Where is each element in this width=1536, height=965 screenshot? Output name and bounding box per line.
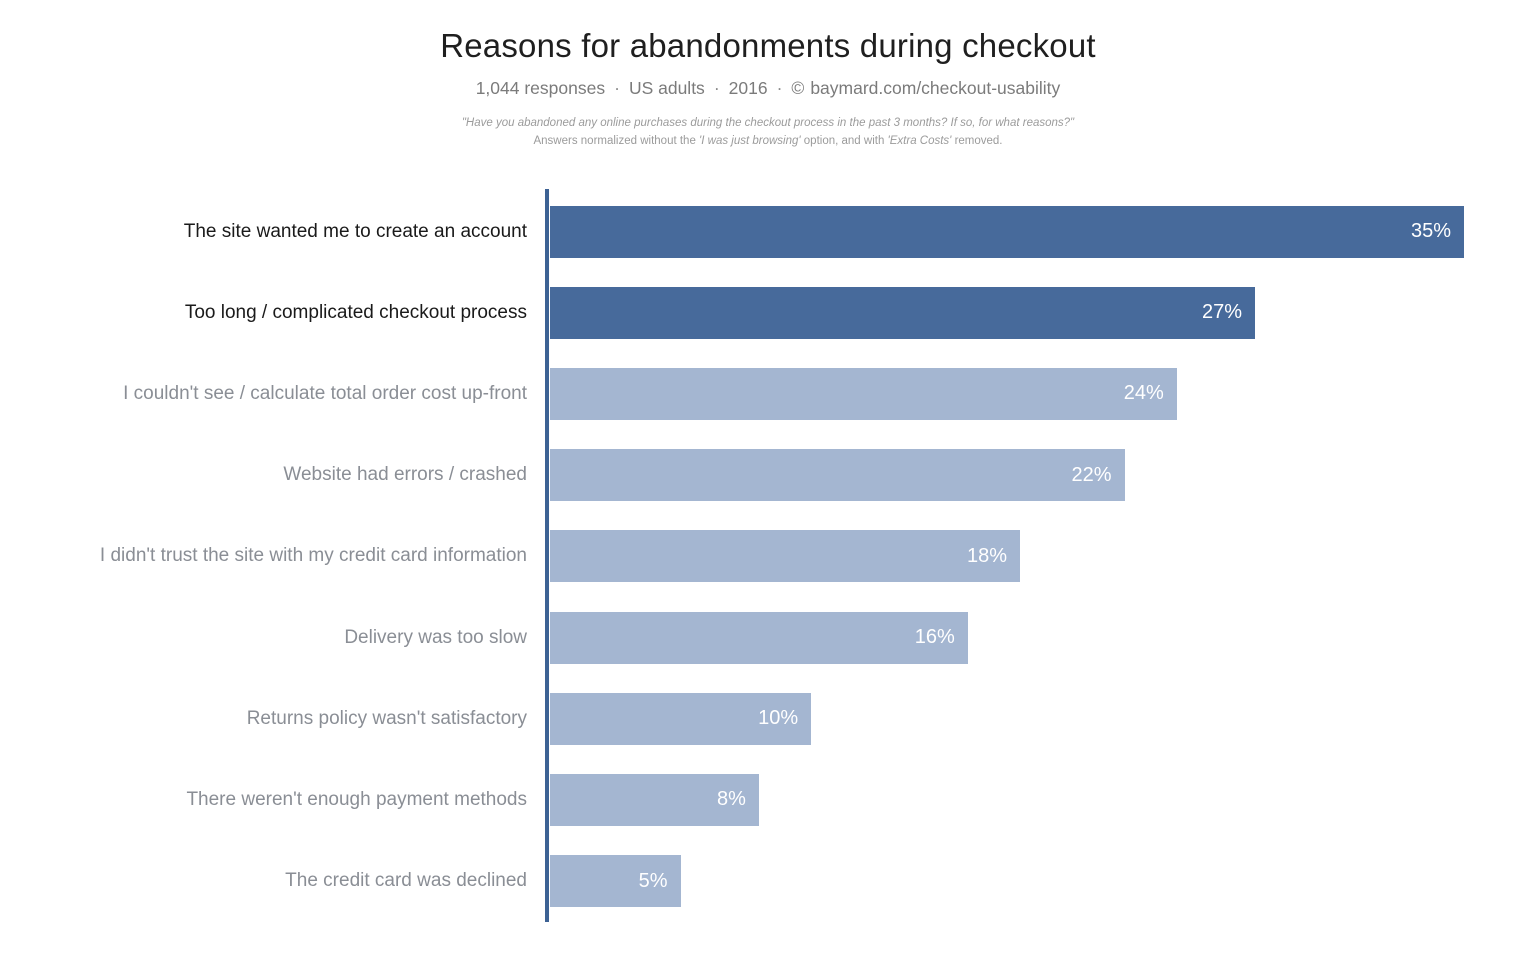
bar-row: The site wanted me to create an account … xyxy=(0,191,1464,272)
value-label: 5% xyxy=(638,869,668,892)
footnote-text: removed. xyxy=(951,135,1003,147)
category-label: I didn't trust the site with my credit c… xyxy=(99,545,527,567)
footnote-text: option, and with xyxy=(800,135,888,147)
bar-row: Website had errors / crashed 22% xyxy=(0,435,1464,516)
bar-track: 22% xyxy=(550,449,1464,502)
value-label: 10% xyxy=(758,707,799,730)
bar: 35% xyxy=(550,205,1464,258)
chart-subtitle: 1,044 responses · US adults · 2016 · © baymard.… xyxy=(0,78,1536,99)
bar: 10% xyxy=(550,692,812,745)
audience: US adults xyxy=(628,78,705,98)
footnote-italic-phrase: 'I was just browsing' xyxy=(699,135,801,147)
bar: 5% xyxy=(550,855,681,908)
bar-track: 27% xyxy=(550,286,1464,339)
bar-track: 10% xyxy=(550,692,1464,745)
footnote-text: Answers normalized without the xyxy=(533,135,700,147)
category-label: There weren't enough payment methods xyxy=(186,788,527,810)
chart-title: Reasons for abandonments during checkout xyxy=(440,27,1096,64)
bar-row: Too long / complicated checkout process … xyxy=(0,272,1464,353)
bar: 24% xyxy=(550,367,1177,420)
footnote-normalization: Answers normalized without the 'I was ju… xyxy=(0,132,1536,150)
value-label: 16% xyxy=(914,626,955,649)
value-label: 8% xyxy=(717,788,746,811)
bar-row: Delivery was too slow 16% xyxy=(0,597,1464,678)
value-label: 35% xyxy=(1410,220,1451,243)
bar-track: 5% xyxy=(550,855,1464,908)
source-text: baymard.com/checkout-usability xyxy=(810,78,1061,98)
footnote-question: "Have you abandoned any online purchases… xyxy=(461,117,1075,129)
bar: 16% xyxy=(550,611,968,664)
category-label: The credit card was declined xyxy=(285,870,527,892)
category-label: The site wanted me to create an account xyxy=(183,220,527,242)
bar-row: The credit card was declined 5% xyxy=(0,841,1464,922)
year: 2016 xyxy=(728,78,768,98)
bar: 27% xyxy=(550,286,1256,339)
bar-track: 8% xyxy=(550,773,1464,826)
bar-row: I didn't trust the site with my credit c… xyxy=(0,516,1464,597)
value-label: 27% xyxy=(1202,301,1243,324)
responses-count: 1,044 responses xyxy=(475,78,606,98)
category-label: Returns policy wasn't satisfactory xyxy=(246,707,527,729)
value-label: 24% xyxy=(1123,382,1164,405)
bar-track: 24% xyxy=(550,367,1464,420)
bar-row: I couldn't see / calculate total order c… xyxy=(0,353,1464,434)
chart-header: Reasons for abandonments during checkout… xyxy=(0,0,1536,150)
bar-track: 35% xyxy=(550,205,1464,258)
bar-row: There weren't enough payment methods 8% xyxy=(0,759,1464,840)
chart-footnote: "Have you abandoned any online purchases… xyxy=(0,114,1536,150)
value-label: 22% xyxy=(1071,463,1112,486)
dot-separator: · xyxy=(776,78,783,98)
bar: 8% xyxy=(550,773,759,826)
category-label: Website had errors / crashed xyxy=(283,464,527,486)
dot-separator: · xyxy=(614,78,620,98)
y-axis-line xyxy=(545,189,549,922)
bar-chart: The site wanted me to create an account … xyxy=(0,189,1464,922)
dot-separator: · xyxy=(713,78,720,98)
category-label: Delivery was too slow xyxy=(344,626,527,648)
value-label: 18% xyxy=(967,544,1008,567)
bar-row: Returns policy wasn't satisfactory 10% xyxy=(0,678,1464,759)
category-label: Too long / complicated checkout process xyxy=(184,301,527,323)
bar: 22% xyxy=(550,449,1125,502)
copyright-icon: © xyxy=(791,78,805,98)
bar-track: 16% xyxy=(550,611,1464,664)
footnote-italic-phrase: 'Extra Costs' xyxy=(887,135,952,147)
category-label: I couldn't see / calculate total order c… xyxy=(123,382,527,404)
bar-rows: The site wanted me to create an account … xyxy=(0,189,1464,922)
bar-track: 18% xyxy=(550,530,1464,583)
bar: 18% xyxy=(550,530,1021,583)
